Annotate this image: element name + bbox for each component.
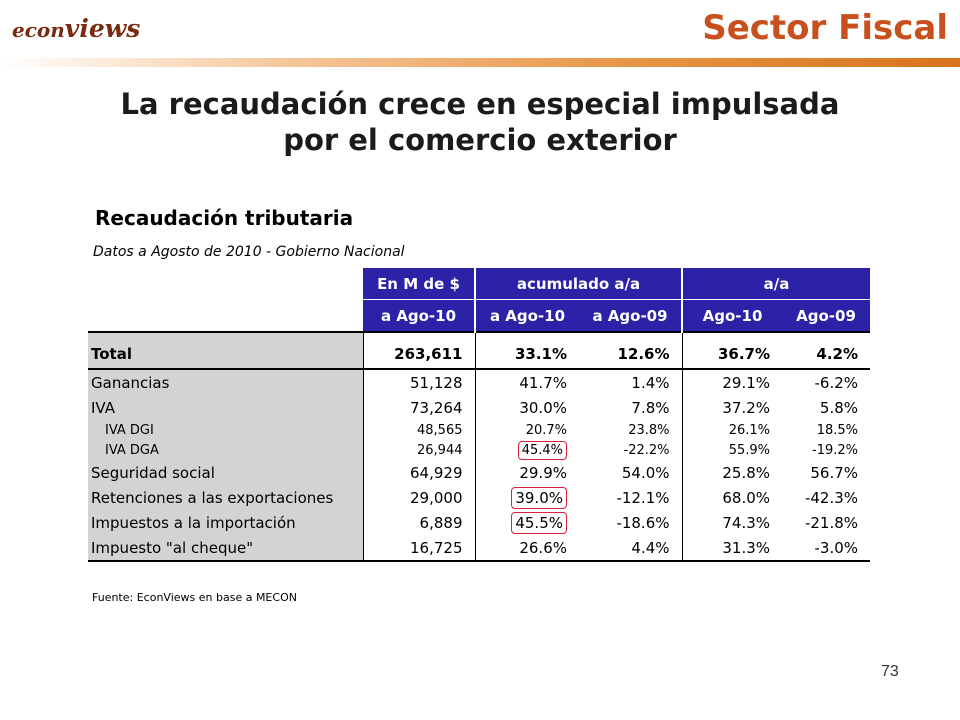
table-row: IVA 73,264 30.0% 7.8% 37.2% 5.8% [88,395,870,420]
header-col-ago10: Ago-10 [681,299,783,332]
header-empty-cell [88,299,363,332]
headline-line-1: La recaudación crece en especial impulsa… [120,87,840,121]
cell-value: 68.0% [681,485,783,510]
header-separator [88,331,871,340]
slide-headline: La recaudación crece en especial impulsa… [0,86,960,158]
highlighted-value: 39.0% [511,486,567,509]
table-subtitle: Datos a Agosto de 2010 - Gobierno Nacion… [93,244,405,260]
cell-value: 45.5% [474,510,579,535]
row-label: Retenciones a las exportaciones [88,485,363,510]
cell-value: 54.0% [621,463,670,482]
cell-value: 26.6% [474,535,579,562]
cell-value: 26.1% [681,420,783,440]
row-label: Seguridad social [88,460,363,485]
cell-value: 56.7% [810,463,859,482]
header-accumulated-yoy: acumulado a/a [473,268,683,300]
cell-value: -42.3% [804,488,859,507]
table-row: Total 263,611 33.1% 12.6% 36.7% 4.2% [88,340,871,370]
row-label: Total [88,340,363,370]
row-label: IVA DGI [88,420,363,440]
row-label: IVA DGA [88,440,363,460]
table-title: Recaudación tributaria [95,206,354,230]
cell-value: 12.6% [579,340,683,370]
cell-value: -21.8% [804,513,859,532]
cell-value: 23.8% [628,422,670,438]
highlighted-value: 45.5% [511,511,567,534]
cell-value: 18.5% [816,422,859,438]
cell-value: 55.9% [681,440,783,460]
cell-value: 5.8% [819,398,859,417]
table-row: Seguridad social 64,929 29.9% 54.0% 25.8% 56.… [88,460,870,485]
logo-part-econ: econ [12,18,65,42]
logo-part-views: views [64,14,141,43]
page-number: 73 [881,663,899,680]
table-row: IVA DGI 48,565 20.7% 23.8% 26.1% 18.5% [88,420,870,440]
headline-line-2: por el comercio exterior [283,123,677,157]
cell-value: -3.0% [782,535,871,562]
cell-value: 39.0% [474,485,579,510]
cell-value: 7.8% [631,398,670,417]
table-header-row-1: En M de $ acumulado a/a a/a [88,268,871,300]
cell-value: -12.1% [616,488,670,507]
cell-value: 29.9% [474,460,579,485]
econviews-logo: econviews [12,14,140,43]
cell-value: -19.2% [812,442,859,458]
table-row: Retenciones a las exportaciones 29,000 39.… [88,485,870,510]
cell-value: 25.8% [681,460,783,485]
cell-value: 29.1% [681,369,783,395]
cell-value: 30.0% [474,395,579,420]
row-label: Impuestos a la importación [88,510,363,535]
cell-value: 6,889 [362,510,475,535]
header-gradient-bar [0,58,960,67]
cell-value: 64,929 [362,460,475,485]
header-units: En M de $ [363,268,475,300]
table-row: Impuestos a la importación 6,889 45.5% -18.… [88,510,870,535]
cell-value: 51,128 [362,369,475,395]
cell-value: 36.7% [681,340,783,370]
cell-value: 41.7% [474,369,579,395]
cell-value: 29,000 [362,485,475,510]
cell-value: 37.2% [681,395,783,420]
cell-value: 1.4% [631,373,670,392]
cell-value: 31.3% [681,535,783,562]
tax-revenue-table: En M de $ acumulado a/a a/a a Ago-10 a A… [88,268,871,562]
header-col-ago10-acc: a Ago-10 [474,299,579,332]
table-row: Ganancias 51,128 41.7% 1.4% 29.1% -6.2% [88,369,870,395]
table-header-row-2: a Ago-10 a Ago-10 a Ago-09 Ago-10 Ago-09 [88,299,871,332]
table-row: Impuesto "al cheque" 16,725 26.6% 4.4% 31.3%… [88,535,871,562]
highlighted-value: 45.4% [517,440,567,460]
cell-value: 26,944 [362,440,475,460]
row-label: Ganancias [88,369,363,395]
cell-value: 4.2% [782,340,871,370]
cell-value: 74.3% [681,510,783,535]
row-label: Impuesto "al cheque" [88,535,363,562]
table-row: IVA DGA 26,944 45.4% -22.2% 55.9% -19.2% [88,440,870,460]
row-label: IVA [88,395,363,420]
header-col-ago09-acc: a Ago-09 [579,299,683,332]
header-col-ago10-cum: a Ago-10 [363,299,475,332]
cell-value: -22.2% [623,442,670,458]
table-source: Fuente: EconViews en base a MECON [92,591,297,604]
header-yoy: a/a [681,268,871,300]
cell-value: 48,565 [362,420,475,440]
cell-value: -18.6% [616,513,670,532]
cell-value: 45.4% [474,440,579,460]
cell-value: 16,725 [362,535,475,562]
header-col-ago09: Ago-09 [782,299,871,332]
cell-value: -6.2% [814,373,859,392]
cell-value: 20.7% [474,420,579,440]
section-title: Sector Fiscal [702,8,948,48]
header-empty-cell [88,268,363,300]
cell-value: 4.4% [579,535,683,562]
cell-value: 263,611 [362,340,475,370]
cell-value: 73,264 [362,395,475,420]
cell-value: 33.1% [474,340,579,370]
